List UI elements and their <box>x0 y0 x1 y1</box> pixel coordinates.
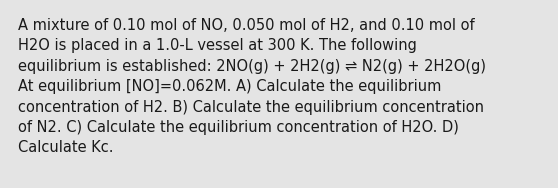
Text: A mixture of 0.10 mol of NO, 0.050 mol of H2, and 0.10 mol of
H2O is placed in a: A mixture of 0.10 mol of NO, 0.050 mol o… <box>18 18 486 155</box>
